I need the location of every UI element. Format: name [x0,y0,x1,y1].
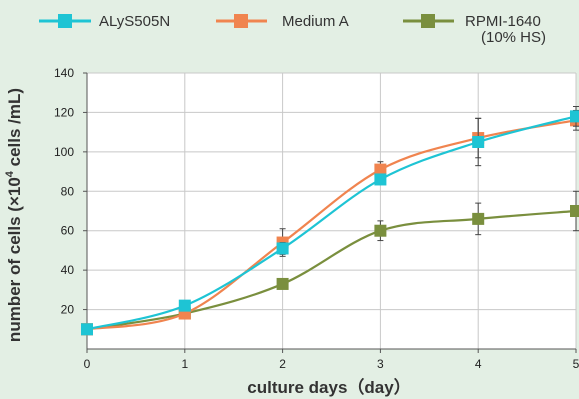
data-point-rpmi-1640-4 [472,212,485,225]
y-tick-label-40: 40 [61,263,75,277]
legend-item-medium-a: Medium A [216,13,349,30]
x-tick-label-5: 5 [573,357,579,371]
x-tick-label-4: 4 [475,357,482,371]
legend: ALyS505N Medium A RPMI-1640 (10% HS) [39,13,546,46]
x-tick-label-1: 1 [181,357,188,371]
data-point-medium-a-3 [374,163,387,176]
x-tick-label-2: 2 [279,357,286,371]
legend-label-alys505n: ALyS505N [99,13,170,30]
series-line-alys505n [86,115,577,331]
legend-label-rpmi-1640: RPMI-1640 [465,13,541,30]
legend-marker-medium-a [234,14,248,28]
plot-area [87,73,576,349]
legend-item-rpmi-1640: RPMI-1640 (10% HS) [403,13,546,46]
data-point-rpmi-1640-2 [276,277,289,290]
y-axis-title: number of cells (×104 cells /mL) [4,88,24,342]
legend-label-rpmi-1640-line2: (10% HS) [481,29,546,46]
y-axis-title-superscript: 4 [4,170,16,177]
data-point-alys505n-5 [570,110,579,123]
tick-labels: 20 40 60 80 100 120 140 0 1 2 3 4 5 [54,66,579,371]
y-axis-title-tail: cells /mL) [5,88,24,171]
legend-label-medium-a: Medium A [282,13,349,30]
y-tick-label-140: 140 [54,66,74,80]
y-tick-label-120: 120 [54,105,74,119]
legend-marker-rpmi-1640 [421,14,435,28]
legend-marker-alys505n [58,14,72,28]
legend-item-alys505n: ALyS505N [39,13,170,30]
data-point-alys505n-1 [178,299,191,312]
data-point-alys505n-2 [276,242,289,255]
series-line-rpmi-1640 [86,209,577,331]
series-alys505n [81,106,579,336]
x-tick-label-0: 0 [84,357,91,371]
y-tick-label-80: 80 [61,184,75,198]
data-point-alys505n-4 [472,136,485,148]
y-tick-label-20: 20 [61,303,75,317]
series-layer [81,106,579,336]
data-point-alys505n-0 [81,323,93,336]
y-tick-label-60: 60 [61,224,75,238]
x-tick-label-3: 3 [377,357,384,371]
data-point-rpmi-1640-5 [570,205,579,217]
axes [83,72,577,353]
data-point-alys505n-3 [374,173,387,186]
y-axis-title-main: number of cells (×10 [5,177,24,342]
x-axis-title: culture days（day） [247,377,410,397]
data-point-rpmi-1640-3 [374,224,387,237]
y-tick-label-100: 100 [54,145,74,159]
